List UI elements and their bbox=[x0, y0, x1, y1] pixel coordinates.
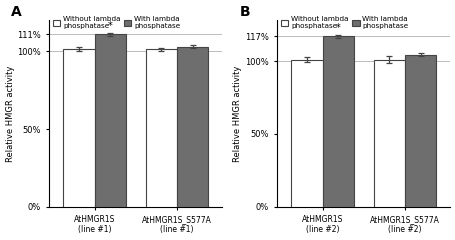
Bar bbox=[404, 54, 435, 207]
Y-axis label: Relative HMGR activity: Relative HMGR activity bbox=[5, 65, 15, 162]
Bar bbox=[146, 49, 177, 207]
Text: A: A bbox=[11, 6, 22, 19]
Bar bbox=[177, 47, 208, 207]
Bar bbox=[95, 34, 126, 207]
Bar bbox=[63, 49, 95, 207]
Text: B: B bbox=[239, 6, 249, 19]
Legend: Without lambda
phosphatase, With lambda
phosphatase: Without lambda phosphatase, With lambda … bbox=[280, 17, 408, 30]
Text: *: * bbox=[108, 21, 112, 31]
Bar bbox=[291, 60, 322, 207]
Legend: Without lambda
phosphatase, With lambda
phosphatase: Without lambda phosphatase, With lambda … bbox=[53, 17, 180, 30]
Y-axis label: Relative HMGR activity: Relative HMGR activity bbox=[233, 65, 242, 162]
Text: *: * bbox=[335, 23, 340, 33]
Bar bbox=[373, 60, 404, 207]
Bar bbox=[322, 36, 353, 207]
